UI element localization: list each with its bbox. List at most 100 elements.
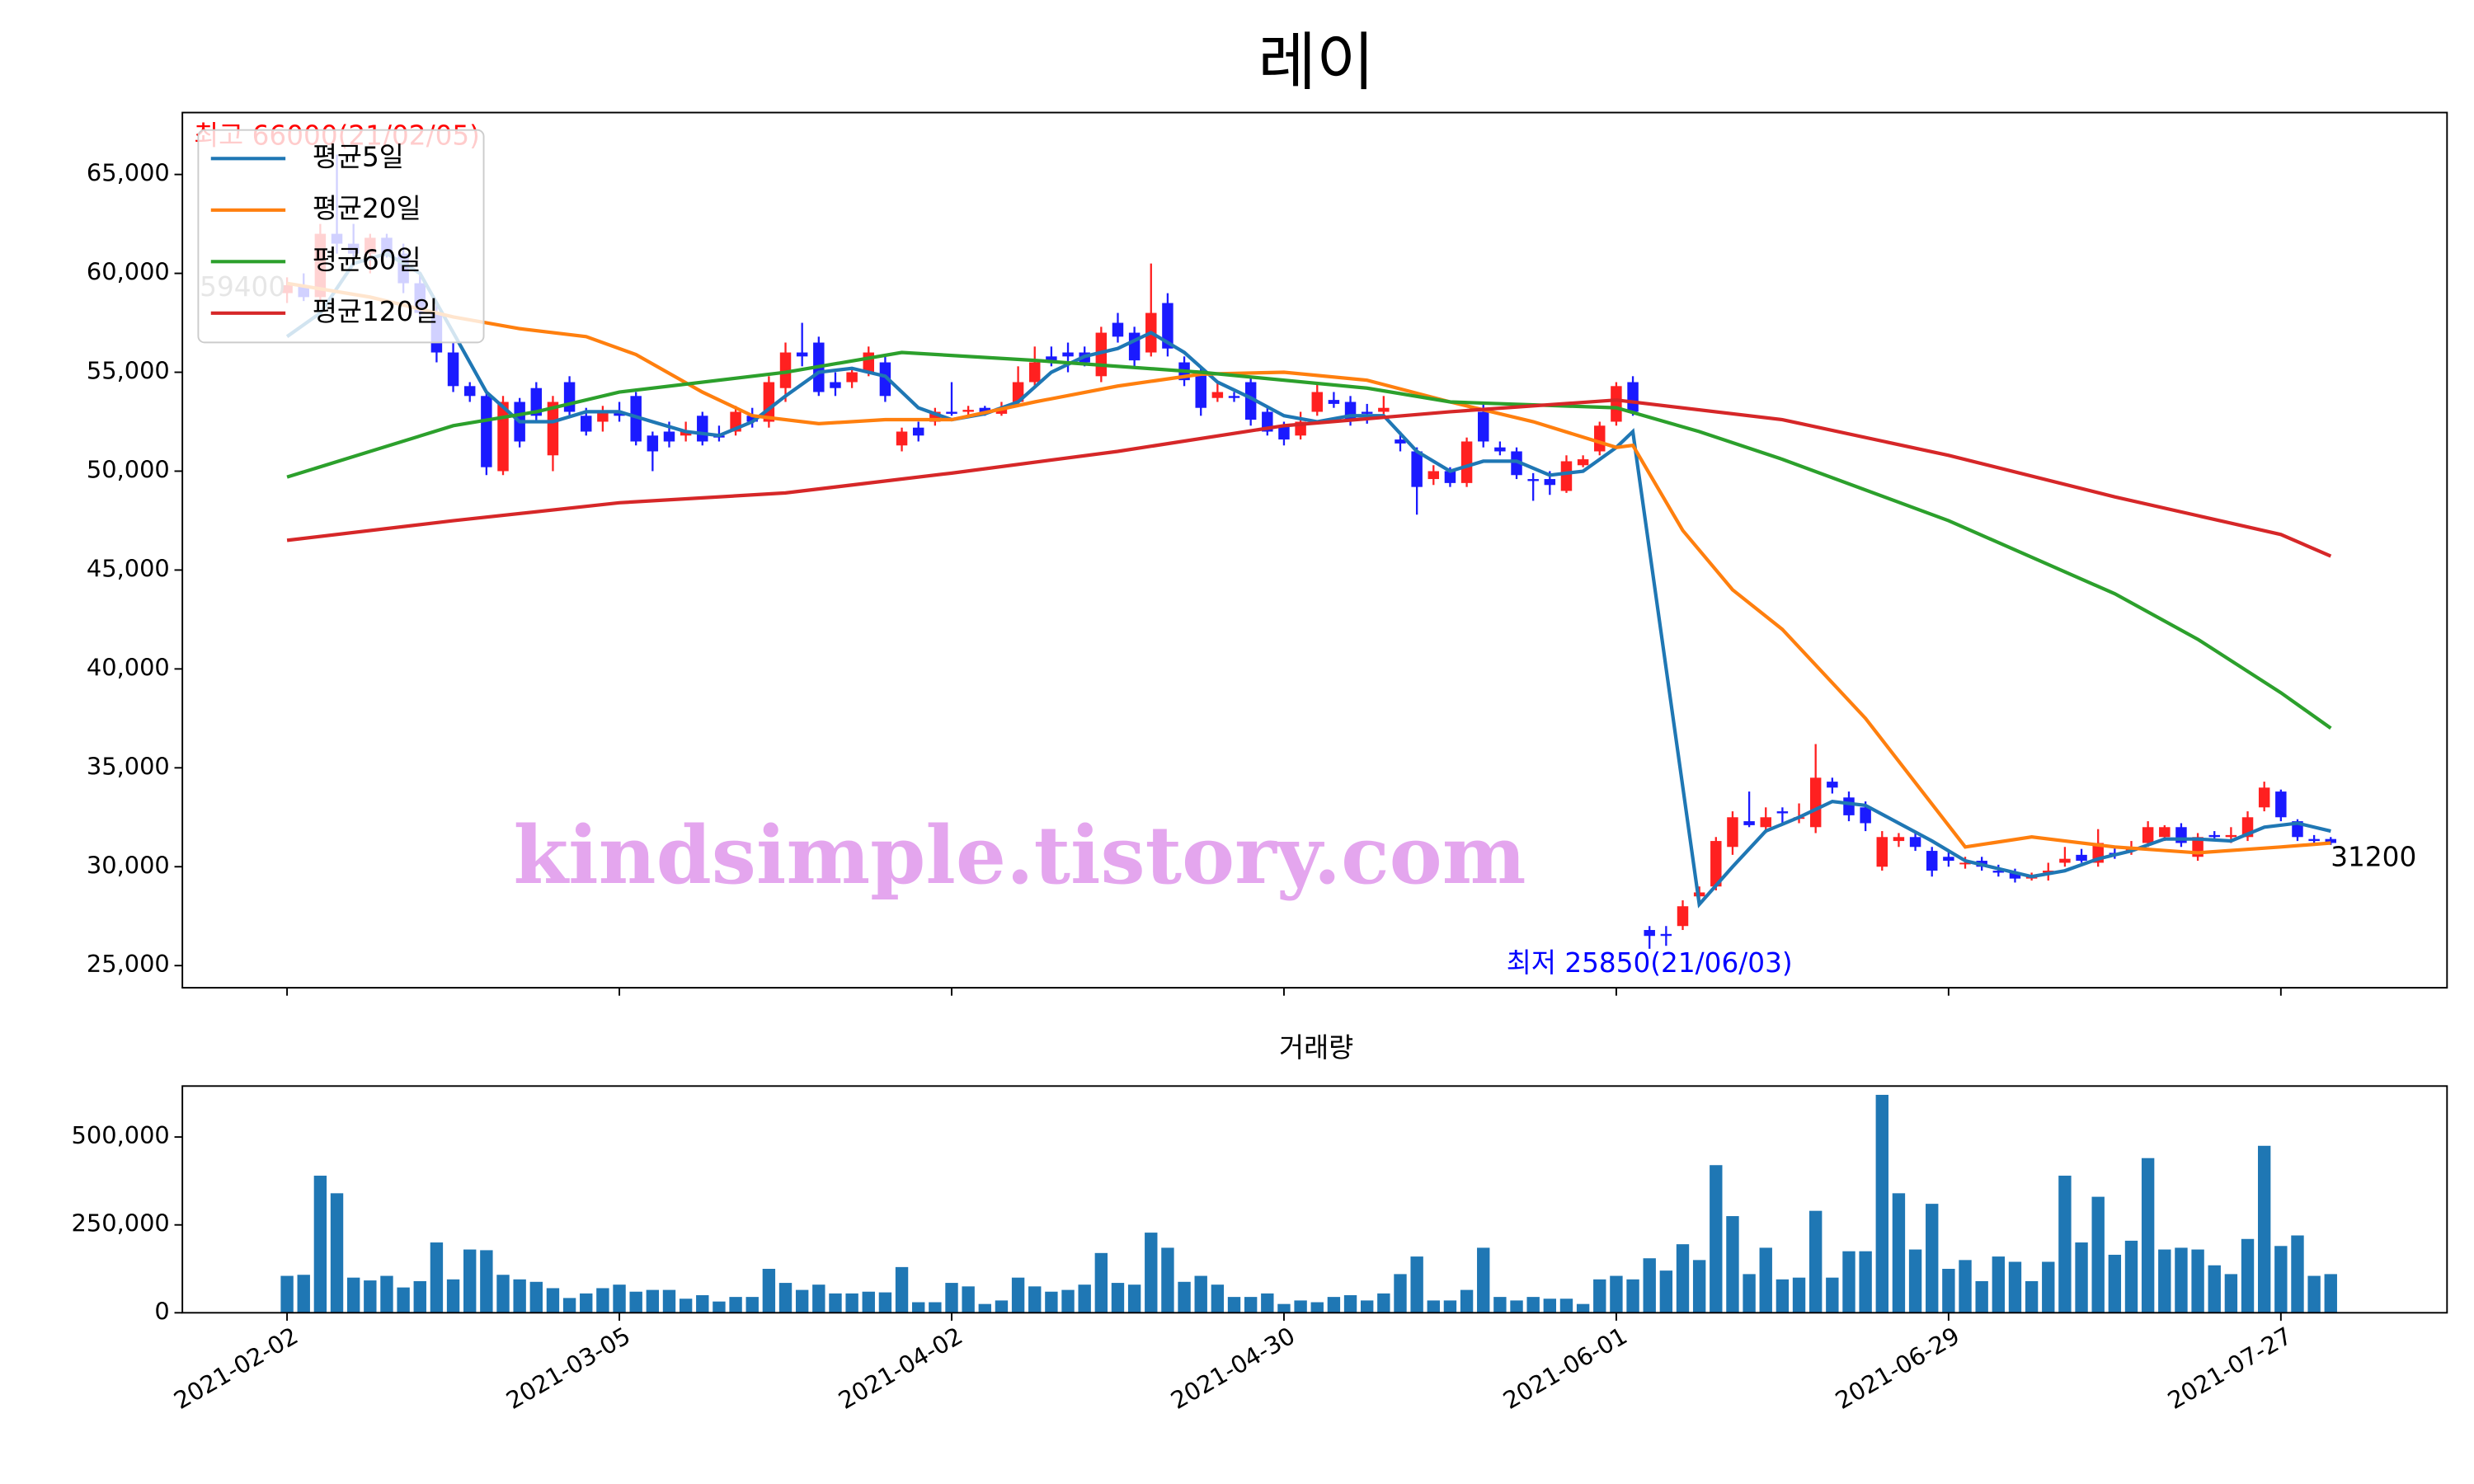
annotation: 최저 25850(21/06/03) <box>1507 947 1793 979</box>
volume-bar <box>297 1275 310 1313</box>
candle-body <box>1827 782 1838 788</box>
candle-body <box>597 411 609 422</box>
volume-bar <box>729 1297 742 1313</box>
candle-body <box>1195 372 1206 408</box>
candle-body <box>1860 807 1871 824</box>
candle-body <box>1527 479 1539 481</box>
candle-body <box>2142 827 2154 843</box>
volume-bar <box>1211 1284 1225 1313</box>
candle-body <box>481 396 492 467</box>
legend-label: 평균120일 <box>313 296 439 327</box>
volume-bar <box>1908 1249 1922 1313</box>
volume-bar <box>629 1291 642 1313</box>
volume-bar <box>696 1294 709 1313</box>
volume-bar <box>1510 1300 1523 1313</box>
volume-bar <box>1792 1277 1806 1313</box>
chart-title: 레이 <box>1258 26 1375 100</box>
volume-bar <box>862 1291 875 1313</box>
volume-bar <box>1959 1260 1972 1313</box>
ma-line <box>285 251 2331 909</box>
volume-bar <box>1543 1298 1557 1313</box>
candle-body <box>1046 356 1057 361</box>
volume-bar <box>380 1275 393 1313</box>
candle-body <box>830 382 841 388</box>
candle-body <box>1378 407 1390 412</box>
volume-title: 거래량 <box>1279 1032 1353 1064</box>
candle-body <box>796 352 808 357</box>
candle-body <box>879 362 891 397</box>
y-tick-label: 35,000 <box>87 752 170 780</box>
candle-body <box>1611 386 1622 422</box>
volume-bar <box>1227 1297 1241 1313</box>
volume-bar <box>1942 1269 1955 1313</box>
volume-bar <box>1277 1303 1291 1313</box>
volume-bar <box>1926 1204 1939 1313</box>
volume-bar <box>1875 1094 1888 1313</box>
candle-body <box>530 387 543 416</box>
volume-bar <box>1710 1165 1723 1313</box>
candle-body <box>581 416 592 432</box>
volume-bar <box>613 1284 626 1313</box>
candle-body <box>447 352 459 387</box>
volume-bar <box>1111 1283 1125 1313</box>
candle-body <box>1012 382 1024 402</box>
candle-body <box>2076 854 2087 862</box>
volume-bar <box>529 1281 543 1313</box>
candle-body <box>1776 811 1789 814</box>
volume-bar <box>1477 1247 1490 1313</box>
candle-body <box>1710 841 1722 887</box>
volume-bar <box>812 1284 825 1313</box>
volume-bar <box>795 1289 809 1313</box>
candle-body <box>1211 392 1224 398</box>
volume-bar <box>280 1275 294 1313</box>
volume-bar <box>2042 1261 2055 1313</box>
volume-bar <box>2257 1145 2271 1313</box>
legend-label: 평균20일 <box>313 193 421 224</box>
volume-bar <box>1726 1216 1739 1313</box>
candle-body <box>1228 396 1240 398</box>
candle-body <box>1361 411 1373 414</box>
ma-line <box>286 398 2332 558</box>
volume-bar <box>1061 1289 1075 1313</box>
volume-bar <box>1692 1260 1706 1313</box>
candle-body <box>1029 362 1041 383</box>
candle-body <box>1494 447 1506 452</box>
candle-body <box>1926 851 1938 871</box>
volume-bar <box>762 1269 776 1313</box>
annotation: 31200 <box>2331 842 2416 873</box>
ma-line <box>286 350 2332 730</box>
candle-body <box>630 396 642 442</box>
volume-bar <box>845 1293 858 1313</box>
candle-body <box>2258 787 2270 808</box>
candle-body <box>1677 906 1689 927</box>
volume-bar <box>1842 1251 1856 1313</box>
legend-label: 평균60일 <box>313 244 421 275</box>
candle-body <box>563 382 576 412</box>
volume-bar <box>1460 1289 1474 1313</box>
candle-body <box>1727 817 1738 848</box>
volume-bar <box>313 1176 327 1313</box>
candle-body <box>2009 872 2021 879</box>
y-tick-label: 65,000 <box>87 159 170 187</box>
volume-bar <box>2324 1274 2337 1313</box>
volume-bar <box>1343 1294 1357 1313</box>
volume-bar <box>364 1280 377 1313</box>
volume-bar <box>978 1303 991 1313</box>
volume-bar <box>2008 1261 2022 1313</box>
candle-body <box>912 427 924 436</box>
volume-bar <box>1310 1302 1324 1313</box>
candle-body <box>697 416 708 442</box>
volume-bar <box>1676 1244 1690 1313</box>
y-tick-label: 50,000 <box>87 455 170 483</box>
volume-bar <box>397 1287 410 1313</box>
volume-bar <box>1094 1252 1108 1313</box>
candle-body <box>1959 862 1971 865</box>
volume-bar <box>1576 1303 1590 1313</box>
legend-box <box>197 129 485 344</box>
volume-bar <box>878 1292 892 1313</box>
volume-bar <box>2058 1176 2072 1313</box>
candle-body <box>1560 461 1573 491</box>
watermark: kindsimple.tistory.com <box>514 809 1526 902</box>
y-tick-label: 60,000 <box>87 258 170 286</box>
